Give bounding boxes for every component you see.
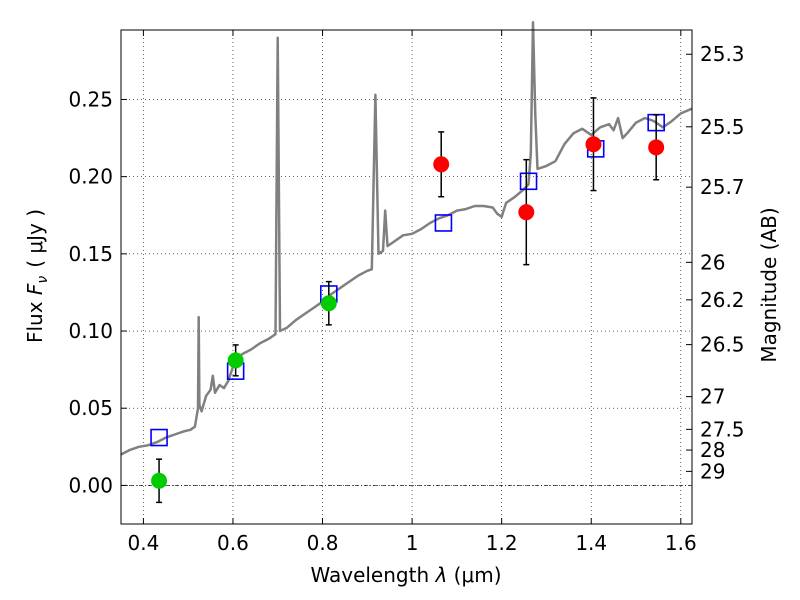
y2-tick-label: 25.7 bbox=[700, 175, 745, 199]
observed-nir-point bbox=[518, 204, 535, 221]
observed-nir-point bbox=[433, 156, 450, 173]
observed-optical-point bbox=[227, 352, 244, 369]
x-tick-label: 1.2 bbox=[486, 531, 518, 555]
observed-optical-point bbox=[320, 295, 337, 312]
y-tick-label: 0.10 bbox=[68, 319, 113, 343]
y-tick-label: 0.00 bbox=[68, 473, 113, 497]
y2-tick-label: 27.5 bbox=[700, 417, 745, 441]
axis-ticks: 0.4 0.6 0.8 1 1.2 1.4 1.6 0.00 0.05 0.10 0.15 0.20 0… bbox=[68, 30, 745, 555]
y2-tick-label: 29 bbox=[700, 459, 725, 483]
y-axis-title: Flux Fν( μJy ) bbox=[23, 209, 51, 343]
x-tick-label: 1.6 bbox=[665, 531, 697, 555]
x-tick-label: 1.4 bbox=[575, 531, 607, 555]
data-points-layer bbox=[150, 97, 665, 504]
x-tick-label: 0.4 bbox=[127, 531, 159, 555]
y-tick-label: 0.20 bbox=[68, 165, 113, 189]
y-tick-label: 0.05 bbox=[68, 396, 113, 420]
plot-frame bbox=[120, 29, 693, 525]
y2-tick-label: 25.5 bbox=[700, 115, 745, 139]
y2-tick-label: 27 bbox=[700, 385, 725, 409]
y2-tick-label: 26.5 bbox=[700, 333, 745, 357]
y-tick-label: 0.15 bbox=[68, 242, 113, 266]
grid bbox=[121, 30, 692, 524]
model-photometry-square bbox=[150, 428, 168, 447]
y2-tick-label: 25.3 bbox=[700, 42, 745, 66]
x-tick-label: 0.6 bbox=[217, 531, 249, 555]
x-tick-label: 0.8 bbox=[307, 531, 339, 555]
x-tick-label: 1 bbox=[406, 531, 419, 555]
y2-tick-label: 26.2 bbox=[700, 288, 745, 312]
model-spectrum-layer bbox=[120, 21, 693, 456]
y2-tick-label: 28 bbox=[700, 438, 725, 462]
x-axis-title: Wavelength λ (μm) bbox=[310, 563, 501, 587]
observed-nir-point bbox=[585, 136, 602, 153]
observed-optical-point bbox=[151, 472, 168, 489]
model-spectrum-line bbox=[120, 21, 693, 456]
right-axis-title: Magnitude (AB) bbox=[757, 207, 781, 362]
model-photometry-square bbox=[519, 172, 538, 191]
model-photometry-square bbox=[434, 214, 453, 232]
observed-nir-point bbox=[648, 139, 665, 156]
y-tick-label: 0.25 bbox=[68, 87, 113, 111]
y2-tick-label: 26 bbox=[700, 250, 725, 274]
